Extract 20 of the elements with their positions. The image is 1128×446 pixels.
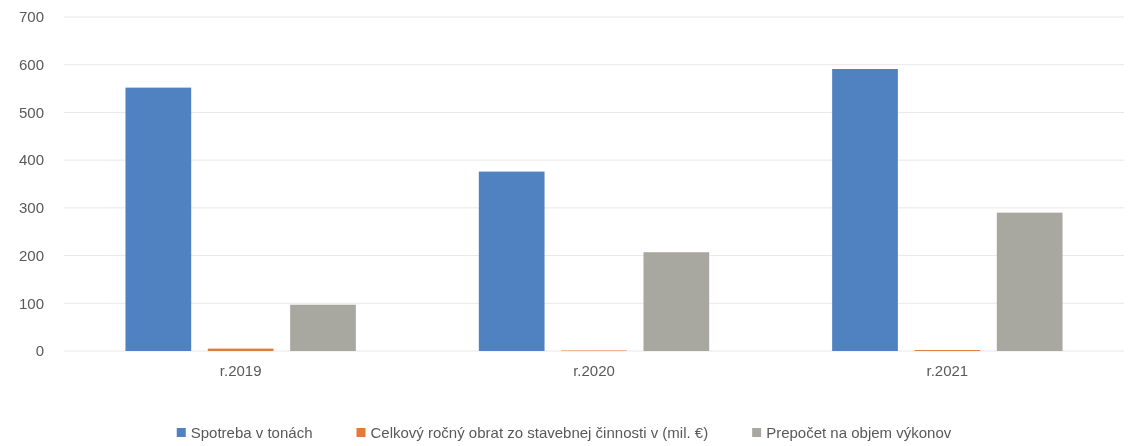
legend-label: Prepočet na objem výkonov (766, 424, 952, 441)
y-tick-label: 700 (18, 8, 44, 26)
x-tick-label: r.2019 (219, 361, 262, 379)
legend-label: Spotreba v tonách (190, 424, 313, 441)
y-tick-label: 500 (18, 103, 44, 121)
y-tick-label: 300 (18, 199, 44, 217)
y-tick-label: 400 (18, 151, 44, 169)
y-tick-label: 0 (35, 342, 44, 360)
legend-label: Celkový ročný obrat zo stavebnej činnosti v (mil. €) (370, 424, 709, 441)
bar (832, 69, 898, 351)
bar (290, 304, 356, 351)
bar (125, 87, 192, 351)
bar (996, 212, 1063, 351)
y-tick-label: 200 (18, 246, 44, 264)
x-tick-label: r.2021 (926, 361, 969, 379)
bar (478, 171, 545, 351)
bar (643, 252, 710, 351)
y-tick-label: 600 (18, 56, 44, 74)
x-tick-label: r.2020 (573, 361, 615, 379)
y-tick-label: 100 (18, 294, 44, 312)
